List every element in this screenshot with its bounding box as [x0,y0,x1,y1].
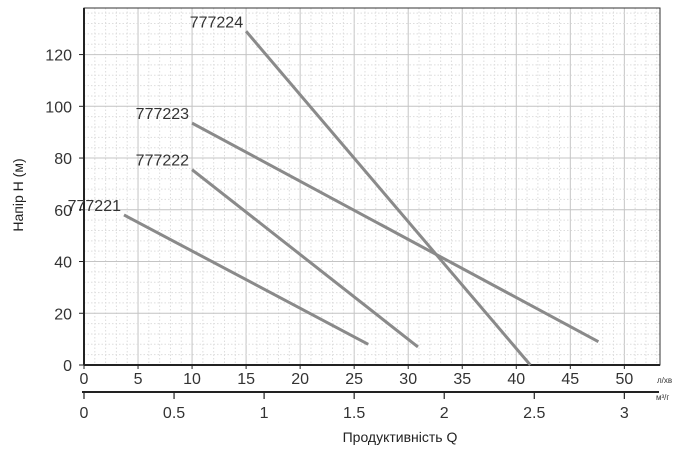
x2-tick-label: 0.5 [163,405,185,422]
y-tick-label: 80 [54,151,72,168]
series-line-777221 [123,213,369,346]
x-tick-label: 35 [453,371,471,388]
x-tick-label: 40 [507,371,525,388]
series-line-777223 [191,121,600,344]
x2-tick-label: 3 [620,405,629,422]
series-lines [123,30,600,366]
series-label-777223: 777223 [136,106,189,123]
series-label-777221: 777221 [68,198,121,215]
x2-tick-label: 1.5 [343,405,365,422]
x-axis-title: Продуктивність Q [343,429,458,445]
y-tick-label: 0 [63,358,72,375]
x2-tick-label: 0 [80,405,89,422]
secondary-x-axis: 0 0.5 1 1.5 2 2.5 3 [80,391,659,422]
x2-tick-label: 2 [440,405,449,422]
x-unit-secondary: м³/г [656,393,669,402]
x2-tick-label: 2.5 [523,405,545,422]
x-tick-label: 20 [291,371,309,388]
x-unit-primary: л/хв [657,376,672,385]
x-tick-label: 15 [237,371,255,388]
series-label-777222: 777222 [136,153,189,170]
x-tick-label: 10 [183,371,201,388]
x-tick-label: 30 [399,371,417,388]
plot-frame [83,7,661,366]
series-line-777222 [191,168,419,349]
series-line-777224 [244,30,532,366]
y-axis-ticks: 0 20 40 60 80 100 120 [45,48,84,375]
y-tick-label: 40 [54,255,72,272]
y-tick-label: 60 [54,203,72,220]
x2-tick-label: 1 [260,405,269,422]
x-tick-label: 25 [345,371,363,388]
series-label-777224: 777224 [190,14,243,31]
y-tick-label: 100 [45,99,72,116]
y-tick-label: 20 [54,306,72,323]
x-tick-label: 50 [615,371,633,388]
y-axis-title: Напір Н (м) [10,158,26,231]
series-labels: 777221 777222 777223 777224 [68,14,244,215]
x-tick-label: 45 [561,371,579,388]
x-axis-ticks: 0 5 10 15 20 25 30 35 40 45 50 [80,365,633,388]
x-tick-label: 5 [134,371,143,388]
y-tick-label: 120 [45,48,72,65]
x-tick-label: 0 [80,371,89,388]
